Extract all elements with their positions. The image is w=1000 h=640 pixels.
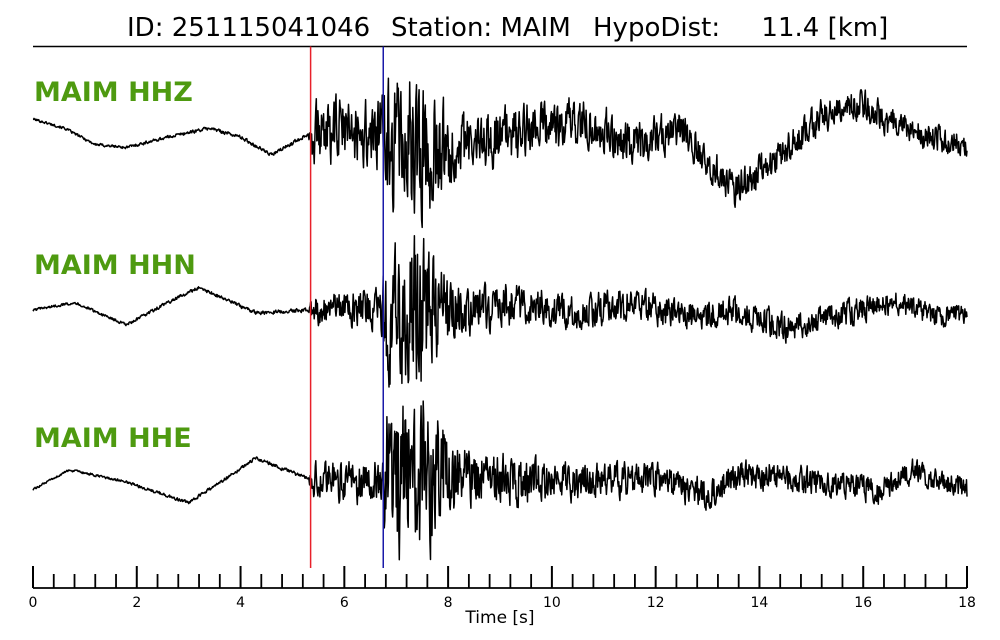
trace-hhn [32,235,968,388]
tick-label: 2 [132,595,141,611]
tick-label: 4 [236,595,245,611]
title-event-id: ID: 251115041046 [127,13,370,43]
channel-label-hhe: MAIM HHE [34,423,192,454]
tick-label: 8 [444,595,453,611]
tick-label: 12 [647,595,665,611]
trace-hhe [32,400,968,561]
channel-label-hhn: MAIM HHN [34,250,196,281]
tick-label: 6 [340,595,349,611]
title-station: Station: MAIM [391,13,571,43]
trace-hhz [32,77,968,229]
tick-label: 16 [854,595,872,611]
title-hypodist: HypoDist: 11.4 [km] [593,13,888,43]
tick-label: 0 [29,595,38,611]
time-axis: 0 2 4 6 8 10 12 14 16 18 [29,566,976,611]
channel-label-hhz: MAIM HHZ [34,77,193,108]
tick-label: 18 [958,595,976,611]
tick-label: 10 [543,595,561,611]
time-axis-label: Time [s] [464,608,534,628]
tick-label: 14 [751,595,769,611]
